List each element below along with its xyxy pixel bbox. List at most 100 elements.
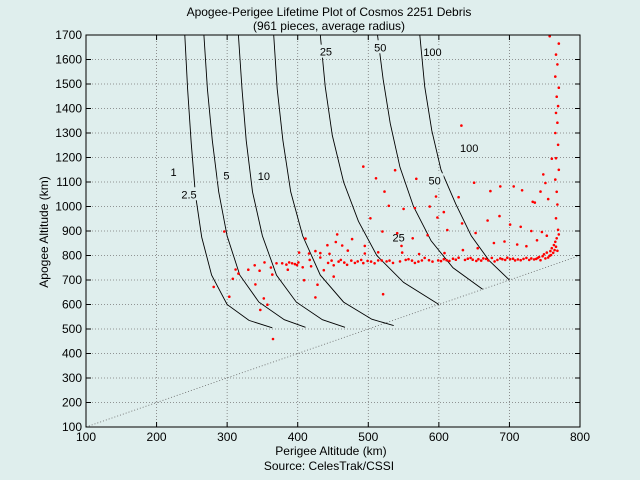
- lifetime-contour: [237, 34, 346, 328]
- debris-point: [544, 181, 547, 185]
- contour-label-bg: [180, 187, 199, 201]
- debris-point: [301, 266, 305, 269]
- debris-point: [259, 308, 262, 312]
- debris-point: [531, 200, 534, 204]
- debris-point: [537, 255, 541, 259]
- debris-point: [404, 258, 408, 262]
- debris-point: [330, 259, 333, 262]
- debris-point: [373, 262, 376, 265]
- debris-point: [398, 260, 402, 263]
- contour-label: 50: [374, 42, 386, 54]
- debris-point: [417, 260, 420, 263]
- debris-point: [496, 258, 499, 262]
- debris-point: [556, 203, 559, 206]
- debris-point: [319, 256, 322, 259]
- debris-point: [415, 177, 418, 181]
- debris-point: [362, 261, 365, 265]
- debris-point: [457, 195, 460, 199]
- y-tick-label: 700: [62, 273, 82, 287]
- debris-point: [466, 257, 470, 261]
- debris-point: [486, 219, 489, 222]
- contour-label: 50: [428, 175, 440, 187]
- debris-point: [258, 269, 261, 273]
- debris-point: [269, 266, 273, 269]
- x-tick-label: 500: [358, 430, 378, 444]
- debris-point: [469, 256, 472, 260]
- debris-point: [471, 258, 475, 262]
- debris-point: [512, 185, 515, 188]
- debris-point: [302, 278, 306, 282]
- contour-label-bg: [164, 164, 183, 178]
- debris-point: [262, 297, 266, 300]
- debris-point: [493, 260, 496, 263]
- debris-point: [428, 205, 432, 208]
- debris-point: [434, 195, 438, 198]
- debris-point: [552, 243, 556, 247]
- debris-point: [555, 95, 558, 98]
- x-tick-label: 800: [570, 430, 590, 444]
- debris-point: [286, 268, 290, 272]
- debris-point: [482, 257, 485, 260]
- debris-point: [366, 259, 369, 263]
- debris-point: [546, 197, 550, 201]
- debris-point: [506, 256, 509, 260]
- debris-point: [326, 243, 329, 247]
- x-tick-label: 700: [499, 430, 519, 444]
- debris-point: [271, 337, 275, 341]
- debris-point: [446, 228, 449, 232]
- debris-point: [402, 207, 405, 211]
- contour-label-bg: [423, 45, 442, 59]
- debris-point: [546, 256, 550, 259]
- debris-point: [362, 165, 365, 168]
- debris-point: [343, 261, 346, 264]
- debris-point: [334, 240, 338, 244]
- contour-label: 25: [393, 233, 405, 245]
- y-tick-label: 900: [62, 224, 82, 238]
- debris-point: [474, 231, 477, 235]
- debris-point: [293, 262, 297, 266]
- debris-point: [489, 189, 492, 193]
- debris-point: [525, 244, 528, 248]
- debris-point: [542, 173, 545, 176]
- contour-label-bg: [389, 230, 408, 244]
- debris-point: [350, 237, 354, 241]
- debris-point: [314, 249, 317, 253]
- debris-point: [400, 251, 404, 254]
- debris-point: [448, 259, 451, 263]
- lifetime-contour: [319, 34, 440, 305]
- debris-point: [556, 249, 559, 253]
- debris-point: [454, 258, 458, 262]
- debris-point: [363, 252, 367, 255]
- x-tick-label: 600: [429, 430, 449, 444]
- y-tick-label: 800: [62, 249, 82, 263]
- debris-point: [556, 121, 559, 124]
- debris-point: [385, 260, 388, 263]
- contour-label-bg: [371, 40, 390, 54]
- debris-point: [359, 258, 363, 262]
- debris-point: [557, 42, 561, 45]
- x-tick-label: 200: [147, 430, 167, 444]
- y-axis-label: Apogee Altitude (km): [37, 176, 51, 287]
- debris-point: [539, 258, 542, 262]
- debris-point: [369, 260, 373, 263]
- x-tick-label: 400: [288, 430, 308, 444]
- lifetime-contour: [203, 34, 306, 328]
- debris-point: [383, 190, 386, 193]
- debris-point: [326, 261, 330, 265]
- debris-point: [501, 257, 504, 261]
- debris-point: [554, 240, 557, 244]
- debris-point: [522, 257, 525, 261]
- debris-point: [516, 258, 520, 261]
- contour-label: 2.5: [181, 189, 196, 201]
- debris-point: [363, 244, 367, 248]
- debris-point: [426, 233, 429, 237]
- y-tick-label: 1300: [55, 126, 82, 140]
- contour-label-bg: [254, 168, 273, 182]
- debris-point: [407, 257, 410, 261]
- debris-point: [381, 230, 384, 233]
- contour-label-bg: [217, 168, 236, 182]
- debris-point: [337, 260, 340, 263]
- reference-line-layer: [85, 255, 581, 428]
- debris-point: [503, 240, 506, 243]
